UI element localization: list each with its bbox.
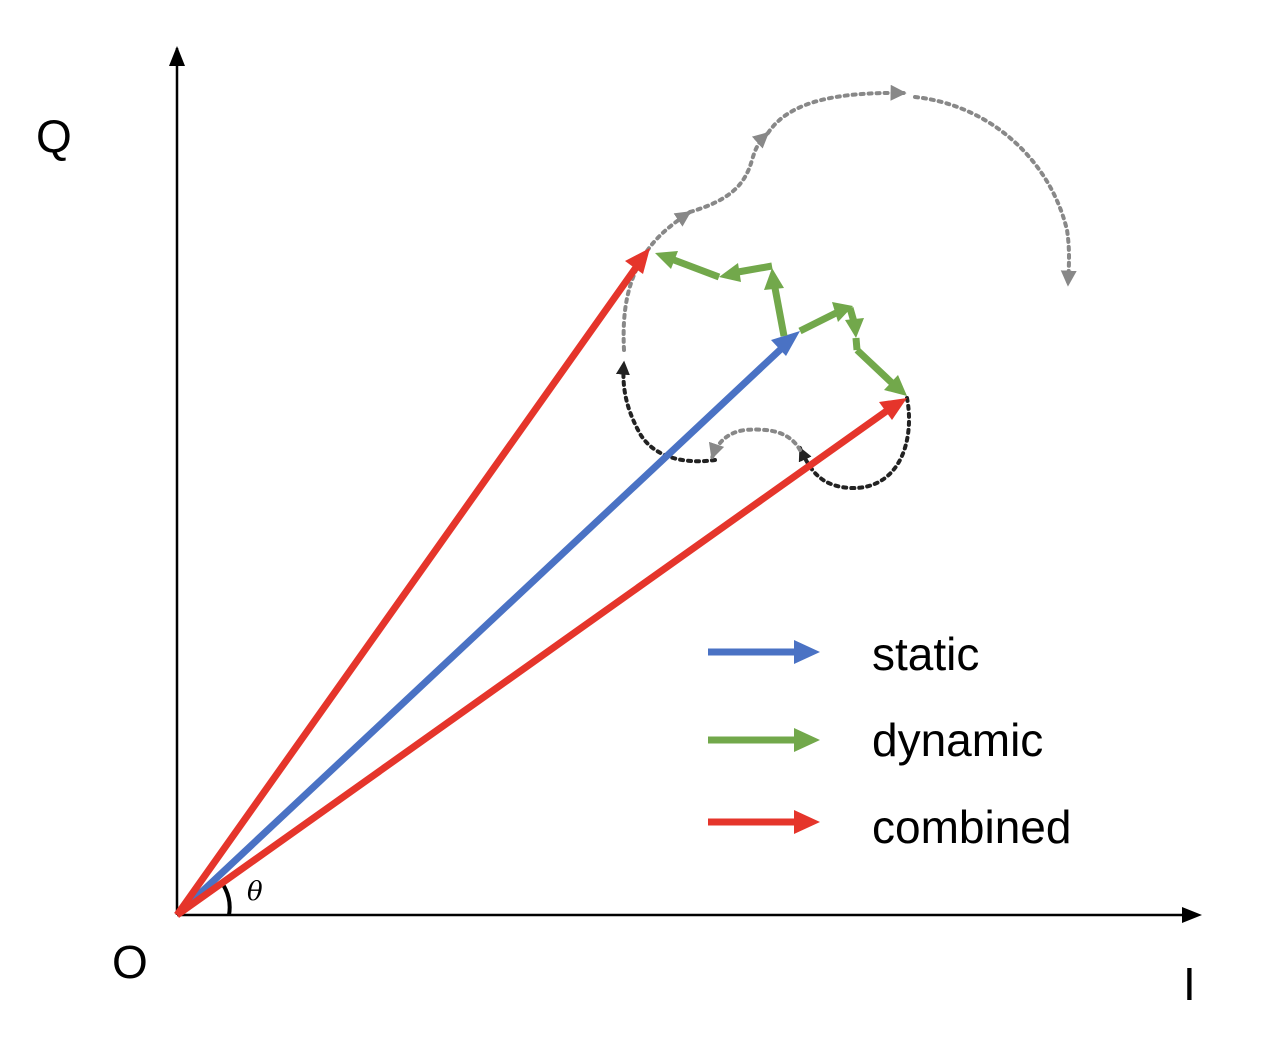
static-vector — [174, 331, 800, 918]
trajectory-grey-mid — [688, 131, 770, 214]
legend-item-static: static — [708, 628, 979, 680]
legend-label-combined: combined — [872, 801, 1071, 853]
i-axis-arrowhead — [1182, 907, 1202, 923]
dynamic-segment — [737, 262, 773, 276]
trajectory-grey-left — [621, 210, 692, 352]
static-vector-shaft — [174, 345, 785, 918]
i-axis-label: I — [1183, 958, 1196, 1010]
combined-vector-lower-head — [879, 398, 907, 420]
angle-label: θ — [247, 877, 263, 907]
axes — [169, 46, 1202, 923]
dynamic-arrowhead — [832, 302, 853, 322]
combined-vectors — [174, 248, 907, 918]
trajectory-dark — [615, 360, 912, 491]
dynamic-segment — [798, 309, 838, 335]
trajectory-grey-top — [766, 84, 907, 135]
dynamic-arrowhead — [719, 263, 741, 282]
legend-swatch-static-head — [794, 640, 820, 664]
legend-label-static: static — [872, 628, 979, 680]
dynamic-arrowhead — [764, 268, 784, 290]
combined-vector-upper-head — [625, 248, 650, 274]
combined-vector-upper-shaft — [174, 263, 640, 918]
legend-label-dynamic: dynamic — [872, 714, 1043, 766]
q-axis-arrowhead — [169, 46, 185, 66]
trajectory-grey-bottom — [708, 427, 802, 460]
trajectory-grey — [621, 84, 1077, 460]
dynamic-vectors — [655, 251, 907, 396]
legend: static dynamic combined — [708, 628, 1071, 853]
trajectory-dark-left — [615, 360, 717, 464]
legend-swatch-combined-head — [794, 810, 820, 834]
origin-label: O — [112, 936, 148, 988]
static-vector-head — [771, 331, 800, 356]
dynamic-segment — [854, 347, 895, 386]
dynamic-arrowhead — [845, 318, 864, 338]
trajectory-grey-right — [913, 95, 1077, 287]
trajectory-dark-right — [798, 396, 912, 491]
q-axis-label: Q — [36, 110, 72, 162]
dynamic-arrowhead — [655, 251, 678, 269]
legend-item-dynamic: dynamic — [708, 714, 1043, 766]
dynamic-segment — [672, 256, 721, 281]
angle-arc — [220, 881, 232, 916]
dynamic-segment — [771, 287, 788, 337]
dynamic-arrowhead — [884, 375, 907, 396]
dynamic-segment — [852, 337, 861, 351]
legend-swatch-dynamic-head — [794, 728, 820, 752]
combined-vector-lower-shaft — [174, 407, 891, 918]
legend-item-combined: combined — [708, 801, 1071, 853]
